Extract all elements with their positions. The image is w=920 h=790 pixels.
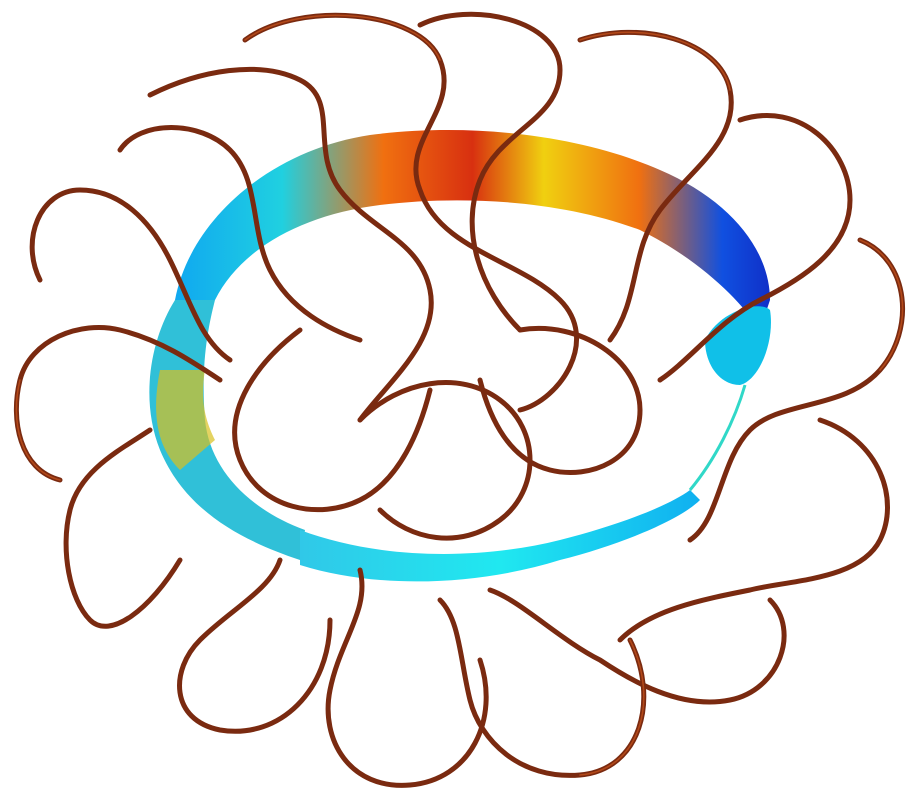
coil-highlight-5 bbox=[15, 379, 61, 481]
plasma-left-warm-band bbox=[156, 370, 215, 470]
coil-2 bbox=[147, 66, 434, 423]
coil-3 bbox=[417, 11, 563, 333]
coil-highlight-4 bbox=[579, 639, 645, 776]
coil-18 bbox=[357, 380, 533, 541]
coil-highlight-2 bbox=[579, 31, 731, 91]
coil-10 bbox=[325, 567, 489, 788]
plasma-left-arc bbox=[149, 300, 305, 560]
plasma-torus bbox=[149, 130, 771, 582]
coil-8 bbox=[487, 587, 787, 705]
coil-set bbox=[13, 11, 906, 788]
plasma-upper-arc bbox=[175, 130, 770, 330]
coil-highlights bbox=[15, 14, 904, 776]
coil-highlight-1 bbox=[244, 14, 441, 61]
plasma-right-end bbox=[705, 306, 771, 385]
plasma-lower-arc bbox=[300, 490, 700, 582]
plasma-thin-tail bbox=[688, 384, 747, 491]
coil-7 bbox=[617, 417, 890, 643]
coil-highlight-3 bbox=[859, 239, 904, 371]
coil-11 bbox=[177, 557, 333, 734]
coil-12 bbox=[63, 427, 183, 629]
coil-17 bbox=[477, 326, 643, 475]
coil-16 bbox=[232, 327, 433, 513]
coil-5 bbox=[657, 113, 853, 383]
coil-15 bbox=[117, 125, 363, 343]
coil-14 bbox=[29, 187, 233, 363]
